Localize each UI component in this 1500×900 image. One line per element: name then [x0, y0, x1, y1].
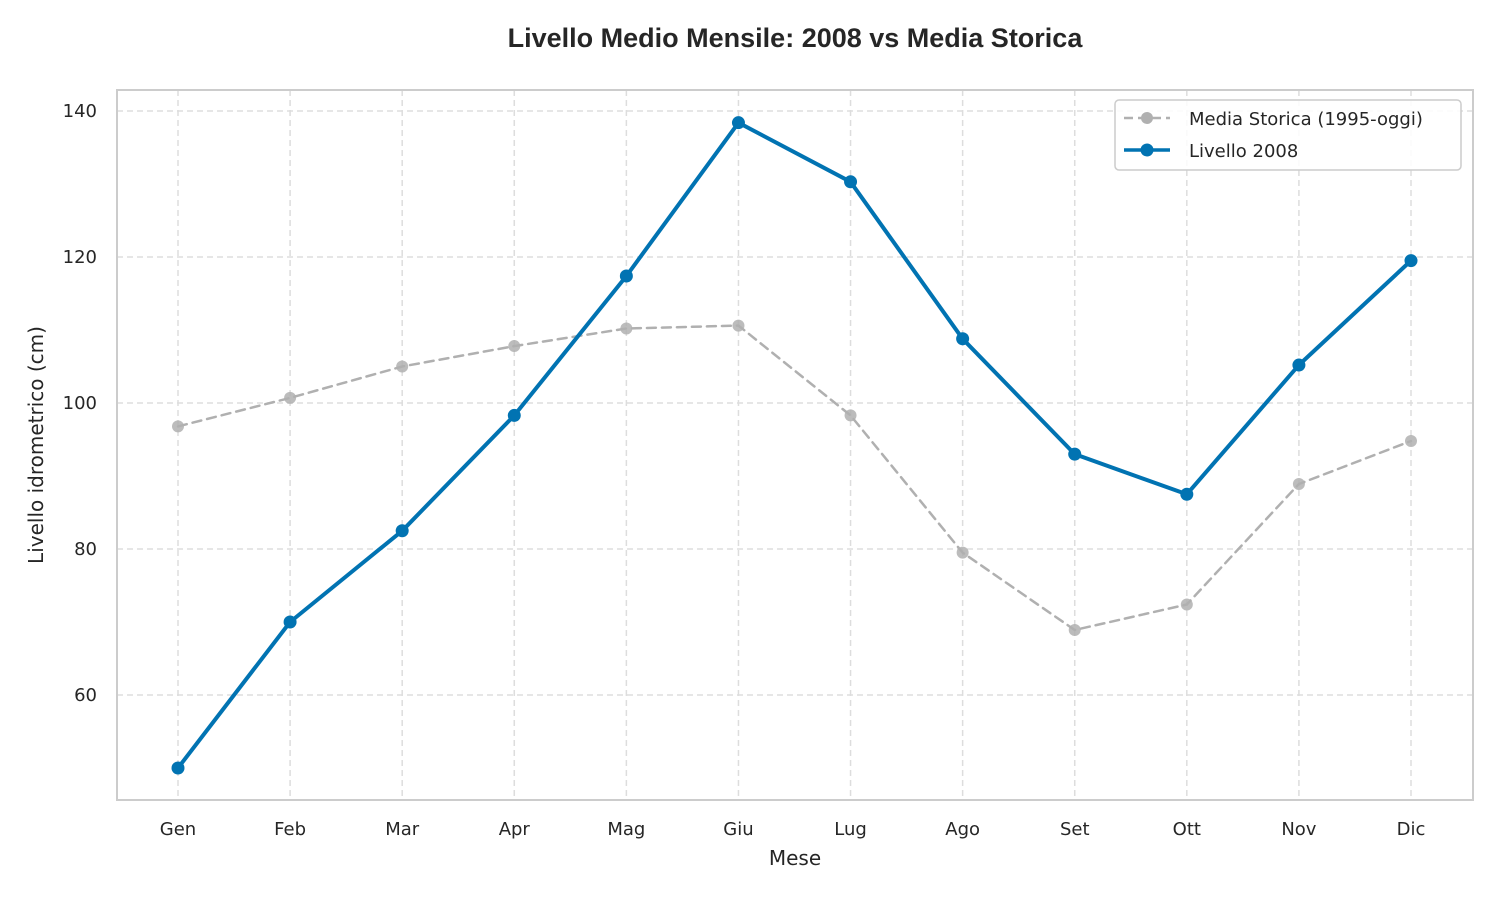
data-point — [1292, 358, 1306, 372]
legend-marker-media-storica — [1141, 112, 1153, 124]
legend-marker-livello-2008 — [1140, 143, 1154, 157]
data-point — [172, 420, 184, 433]
data-point — [956, 332, 970, 346]
x-tick-label: Gen — [160, 819, 196, 840]
data-point — [1405, 434, 1417, 447]
data-point — [395, 524, 409, 538]
x-tick-label: Mar — [385, 819, 420, 840]
data-point — [507, 408, 521, 422]
data-point — [619, 269, 633, 283]
x-tick-label: Feb — [274, 819, 306, 840]
x-tick-label: Dic — [1397, 819, 1426, 840]
data-point — [620, 322, 633, 335]
legend: Media Storica (1995-oggi) Livello 2008 — [1114, 99, 1462, 171]
data-point — [844, 409, 857, 422]
series-line — [176, 120, 1413, 770]
data-point — [956, 546, 969, 559]
grid — [117, 90, 1473, 800]
y-tick-label: 120 — [63, 247, 97, 268]
x-tick-label: Giu — [723, 819, 753, 840]
data-point — [732, 319, 745, 332]
data-point — [284, 391, 297, 404]
legend-label-media-storica: Media Storica (1995-oggi) — [1189, 109, 1423, 130]
data-point — [1180, 487, 1194, 501]
data-point — [1068, 624, 1081, 637]
x-tick-label: Lug — [834, 819, 867, 840]
x-axis-ticks: Gen Feb Mar Apr Mag Giu Lug Ago Set Ott Nov Dic — [160, 819, 1426, 840]
x-tick-label: Ott — [1173, 819, 1201, 840]
y-tick-label: 140 — [63, 101, 97, 122]
series-line — [176, 324, 1413, 632]
x-tick-label: Ago — [945, 819, 980, 840]
data-point — [844, 175, 858, 189]
data-point — [1404, 254, 1418, 268]
data-point — [1068, 447, 1082, 461]
x-axis-label: Mese — [769, 846, 821, 870]
data-point — [283, 615, 297, 629]
data-point — [1292, 478, 1305, 491]
legend-label-livello-2008: Livello 2008 — [1189, 141, 1298, 162]
data-point — [731, 116, 745, 130]
chart-title: Livello Medio Mensile: 2008 vs Media Sto… — [508, 23, 1084, 53]
x-tick-label: Nov — [1281, 819, 1316, 840]
y-axis-ticks: 60 80 100 120 140 — [63, 101, 97, 706]
y-tick-label: 60 — [74, 685, 97, 706]
x-tick-label: Mag — [607, 819, 645, 840]
y-tick-label: 80 — [74, 539, 97, 560]
x-tick-label: Set — [1060, 819, 1090, 840]
data-point — [396, 360, 409, 373]
data-point — [508, 340, 521, 353]
y-axis-label: Livello idrometrico (cm) — [24, 326, 48, 564]
x-tick-label: Apr — [499, 819, 531, 840]
series-livello-2008 — [171, 116, 1418, 775]
series-layer — [171, 116, 1418, 775]
data-point — [171, 761, 185, 775]
plot-frame — [116, 89, 1474, 801]
data-point — [1180, 598, 1193, 611]
y-tick-label: 100 — [63, 393, 97, 414]
series-media-storica — [172, 319, 1417, 637]
legend-box — [1114, 99, 1462, 171]
